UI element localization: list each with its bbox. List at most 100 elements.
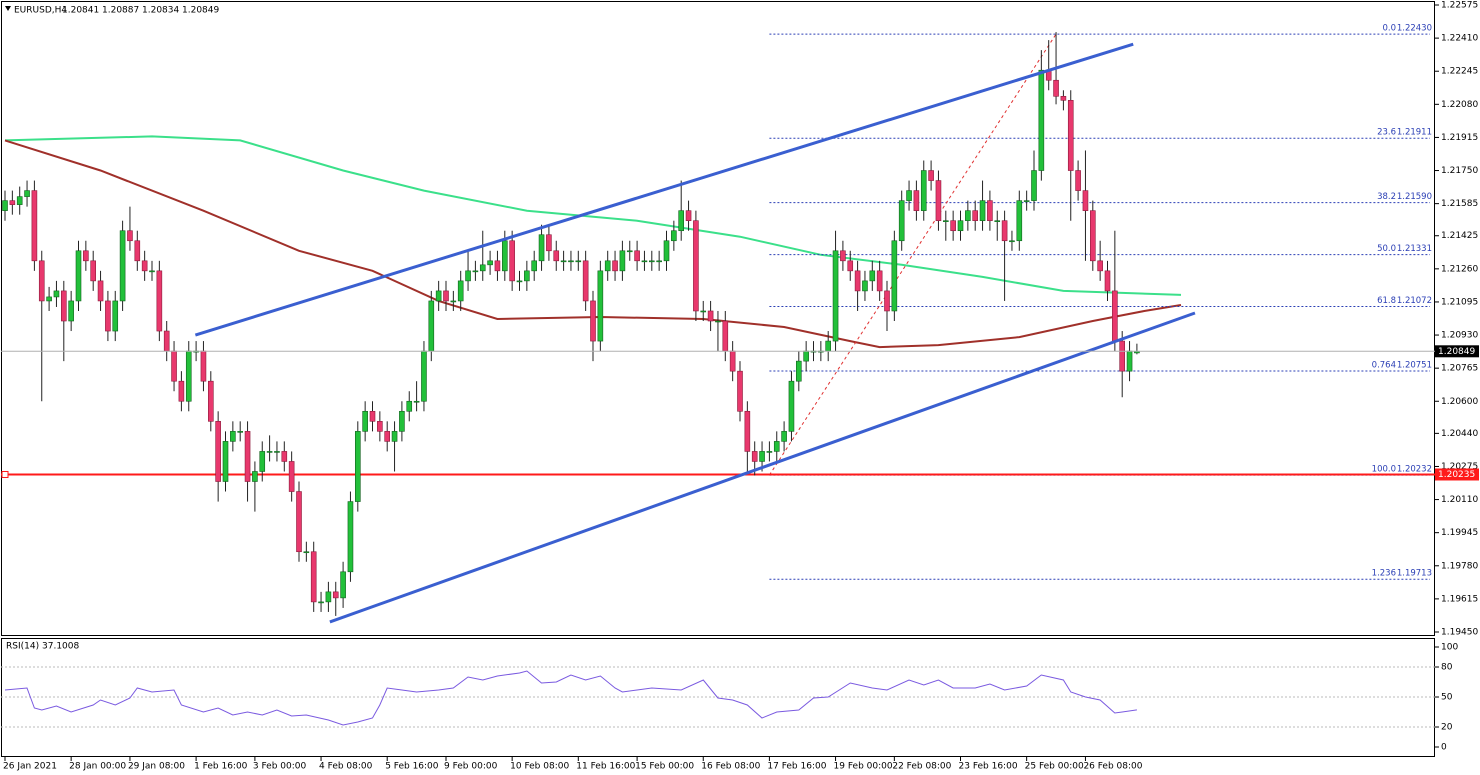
candle-body	[509, 240, 515, 282]
candle-body	[906, 190, 912, 201]
candle-body	[332, 591, 339, 599]
x-tick-label: 3 Feb 00:00	[253, 762, 307, 772]
candle-body	[987, 200, 993, 221]
candle-body	[384, 431, 391, 442]
rsi-title: RSI(14)	[6, 642, 39, 652]
candle-body	[75, 250, 82, 302]
candle-body	[465, 270, 471, 282]
candle-body	[443, 290, 449, 302]
support-price-box	[1435, 468, 1479, 481]
candle-body	[134, 240, 141, 262]
x-tick-label: 29 Jan 08:00	[128, 762, 185, 772]
fib-price-label: 1.22430	[1397, 24, 1432, 34]
candle-body	[1001, 220, 1008, 242]
fib-price-label: 1.21590	[1397, 192, 1432, 202]
candle-body	[737, 370, 743, 412]
candle-body	[920, 170, 927, 211]
candle-body	[832, 250, 839, 342]
candle-body	[1119, 340, 1125, 372]
candle-body	[700, 310, 707, 313]
current-price-label: 1.20849	[1438, 347, 1475, 357]
x-tick-label: 22 Feb 08:00	[892, 762, 951, 772]
candle-body	[759, 451, 765, 462]
candle-body	[222, 441, 229, 482]
candle-body	[965, 210, 971, 221]
candle-body	[354, 431, 361, 502]
candle-body	[479, 264, 486, 272]
candle-body	[773, 441, 780, 452]
candle-body	[1060, 95, 1067, 101]
candle-body	[288, 461, 295, 492]
y-tick-label: 1.20600	[1441, 397, 1478, 407]
y-tick-label: 1.20930	[1441, 331, 1478, 341]
fib-level-label: 0.0	[1382, 24, 1396, 34]
candle-body	[707, 310, 714, 322]
fib-price-label: 1.21331	[1397, 244, 1432, 254]
fib-level-label: 50.0	[1377, 244, 1396, 254]
candle-body	[31, 190, 38, 262]
candle-body	[656, 260, 662, 263]
candle-body	[671, 230, 677, 242]
candle-body	[1031, 170, 1037, 201]
candle-body	[722, 320, 729, 352]
x-tick-label: 11 Feb 16:00	[576, 762, 635, 772]
trend-line	[329, 311, 1196, 624]
y-tick-label: 80	[1441, 663, 1453, 673]
candle-body	[898, 200, 905, 242]
candle-body	[575, 260, 582, 263]
candle-body	[450, 300, 457, 303]
candle-body	[597, 270, 604, 342]
y-tick-label: 1.22410	[1441, 34, 1478, 44]
x-tick-label: 16 Feb 08:00	[701, 762, 760, 772]
candle-body	[766, 451, 773, 453]
y-tick-label: 1.20110	[1441, 495, 1478, 505]
fib-level-label: 100.0	[1372, 465, 1396, 475]
fib-level-label: 1.236	[1372, 569, 1396, 579]
candle-body	[648, 260, 655, 263]
candle-body	[163, 330, 170, 352]
candle-body	[1082, 190, 1089, 211]
candle-body	[854, 270, 861, 292]
y-tick-label: 1.21750	[1441, 166, 1478, 176]
candle-body	[24, 190, 30, 197]
fib-level-label: 0.764	[1372, 360, 1396, 370]
candle-body	[538, 234, 545, 262]
candle-body	[281, 451, 288, 462]
candle-body	[876, 270, 883, 292]
candle-body	[1104, 270, 1111, 292]
candle-body	[781, 431, 787, 442]
x-tick-label: 19 Feb 00:00	[834, 762, 893, 772]
candle-body	[869, 270, 876, 282]
x-tick-label: 9 Feb 00:00	[444, 762, 498, 772]
candle-body	[406, 400, 413, 412]
candle-body	[178, 380, 185, 402]
candle-body	[156, 270, 163, 332]
candle-body	[377, 421, 383, 432]
candle-body	[369, 410, 376, 422]
candle-body	[1126, 350, 1133, 372]
fib-price-label: 1.20751	[1397, 360, 1432, 370]
candle-body	[38, 260, 45, 302]
candle-body	[457, 280, 464, 302]
y-tick-label: 1.19780	[1441, 561, 1478, 571]
header-open: 1.20841	[62, 6, 99, 16]
candle-body	[435, 290, 442, 302]
candle-body	[950, 220, 956, 232]
candle-body	[119, 230, 126, 302]
candle-body	[274, 451, 280, 453]
y-tick-label: 1.21260	[1441, 264, 1478, 274]
trend-line	[194, 42, 1134, 337]
candle-body	[604, 260, 611, 272]
current-price-box	[1435, 345, 1479, 358]
fib-price-label: 1.21911	[1397, 128, 1432, 138]
candle-body	[612, 260, 618, 272]
candle-body	[553, 250, 560, 262]
candle-body	[1053, 79, 1059, 97]
candle-body	[237, 431, 243, 433]
fib-price-label: 1.21072	[1397, 296, 1432, 306]
candle-body	[744, 410, 751, 452]
candle-body	[208, 380, 214, 422]
candle-body	[942, 220, 949, 222]
x-tick-label: 4 Feb 08:00	[319, 762, 373, 772]
candle-body	[795, 360, 802, 382]
